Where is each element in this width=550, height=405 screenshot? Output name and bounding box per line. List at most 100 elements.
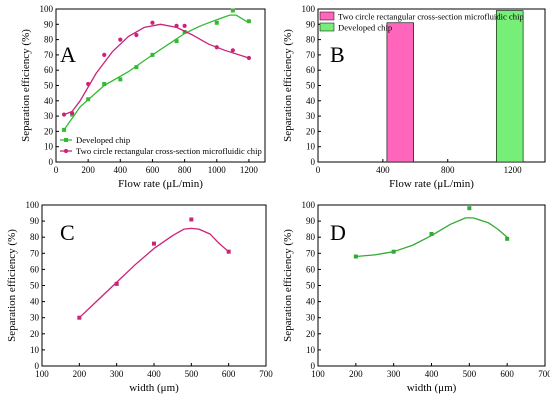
y-tick-label: 50: [30, 281, 40, 291]
y-tick-label: 70: [30, 248, 40, 258]
series-line-1: [63, 23, 250, 116]
data-point: [246, 55, 252, 61]
x-tick-label: 700: [259, 369, 273, 379]
legend-label: Two circle rectangular cross-section mic…: [338, 12, 524, 22]
y-axis-label: Separation efficiency (%): [6, 229, 18, 342]
x-tick-label: 500: [185, 369, 199, 379]
series-line-0: [355, 217, 508, 258]
data-point: [150, 20, 155, 25]
data-point: [429, 231, 434, 236]
x-tick-label: 400: [114, 165, 128, 175]
x-tick-label: 600: [500, 369, 514, 379]
data-point: [182, 29, 187, 34]
x-tick-label: 200: [349, 369, 363, 379]
panel-letter: A: [60, 42, 76, 67]
bar-two-circle-chip: [386, 22, 414, 163]
x-tick-label: 400: [425, 369, 439, 379]
y-tick-label: 90: [30, 216, 40, 226]
data-point: [118, 77, 123, 82]
y-tick-label: 90: [306, 19, 316, 29]
y-tick-label: 50: [306, 281, 316, 291]
data-point: [152, 241, 156, 246]
y-tick-label: 80: [306, 35, 316, 45]
y-tick-label: 30: [306, 313, 316, 323]
y-tick-label: 70: [306, 50, 316, 60]
bar-developed-chip: [496, 10, 524, 163]
x-tick-label: 200: [81, 165, 95, 175]
panel-letter: D: [330, 220, 346, 245]
data-point: [61, 112, 67, 117]
x-tick-label: 200: [73, 369, 87, 379]
chart-panel-c: 100 200 300 400 500 600 700 0 10 20 30 40 50 60 70 80 90…: [6, 200, 273, 394]
data-point: [86, 97, 91, 102]
data-point: [150, 52, 155, 57]
y-tick-label: 20: [44, 126, 54, 136]
y-tick-label: 60: [30, 264, 40, 274]
legend-label: Developed chip: [338, 23, 392, 33]
y-tick-label: 100: [26, 200, 40, 210]
data-point: [214, 20, 219, 25]
y-tick-label: 10: [44, 142, 54, 152]
x-tick-label: 800: [441, 165, 455, 175]
legend-swatch: [319, 11, 335, 21]
y-axis-label: Separation efficiency (%): [282, 229, 294, 342]
data-point: [189, 217, 194, 222]
series-line-0: [63, 14, 250, 131]
x-tick-label: 400: [376, 165, 390, 175]
series-line-0: [78, 227, 230, 319]
legend-label: Two circle rectangular cross-section mic…: [76, 146, 262, 156]
data-point: [62, 127, 67, 132]
y-tick-label: 0: [311, 157, 316, 167]
y-tick-label: 100: [302, 4, 316, 14]
x-tick-label: 800: [178, 165, 192, 175]
data-point: [182, 23, 187, 28]
y-tick-label: 90: [44, 19, 54, 29]
y-tick-label: 60: [306, 264, 316, 274]
legend-marker: [63, 148, 69, 154]
x-tick-label: 100: [35, 369, 49, 379]
data-point: [246, 19, 251, 24]
data-point: [467, 206, 472, 211]
data-point: [353, 254, 358, 259]
y-tick-label: 50: [44, 81, 54, 91]
data-point: [134, 65, 139, 70]
chart-panel-d: 100 200 300 400 500 600 700 0 10 20 30 40 50 60 70 80 90…: [282, 200, 550, 394]
data-point: [226, 249, 231, 254]
y-tick-label: 60: [44, 65, 54, 75]
y-tick-label: 20: [30, 329, 40, 339]
data-point: [77, 315, 82, 320]
legend-marker: [64, 138, 68, 142]
y-tick-label: 10: [306, 345, 316, 355]
x-tick-label: 500: [463, 369, 477, 379]
data-point: [102, 81, 107, 86]
x-tick-label: 1200: [504, 165, 523, 175]
data-point: [230, 48, 235, 53]
data-point: [174, 23, 179, 28]
y-tick-label: 0: [49, 157, 54, 167]
y-tick-label: 30: [30, 313, 40, 323]
x-axis-label: Flow rate (μL/min): [118, 178, 203, 190]
x-tick-label: 1000: [208, 165, 227, 175]
y-tick-label: 10: [30, 345, 40, 355]
data-point: [214, 45, 219, 50]
y-tick-label: 80: [44, 35, 54, 45]
data-point: [134, 32, 139, 38]
y-tick-label: 80: [30, 232, 40, 242]
x-axis-label: Flow rate (μL/min): [389, 178, 474, 190]
data-point: [102, 52, 107, 58]
x-tick-label: 100: [311, 369, 325, 379]
plot-frame: [41, 204, 267, 367]
data-point: [86, 81, 91, 87]
y-tick-label: 40: [306, 297, 316, 307]
y-tick-label: 30: [44, 111, 54, 121]
y-tick-label: 100: [302, 200, 316, 210]
panel-letter: C: [60, 220, 75, 245]
x-tick-label: 600: [146, 165, 160, 175]
y-tick-label: 40: [30, 297, 40, 307]
y-tick-label: 30: [306, 111, 316, 121]
y-tick-label: 40: [306, 96, 316, 106]
y-axis-label: Separation efficiency (%): [20, 29, 32, 142]
data-point: [391, 249, 396, 254]
x-axis-label: width (μm): [129, 382, 179, 394]
